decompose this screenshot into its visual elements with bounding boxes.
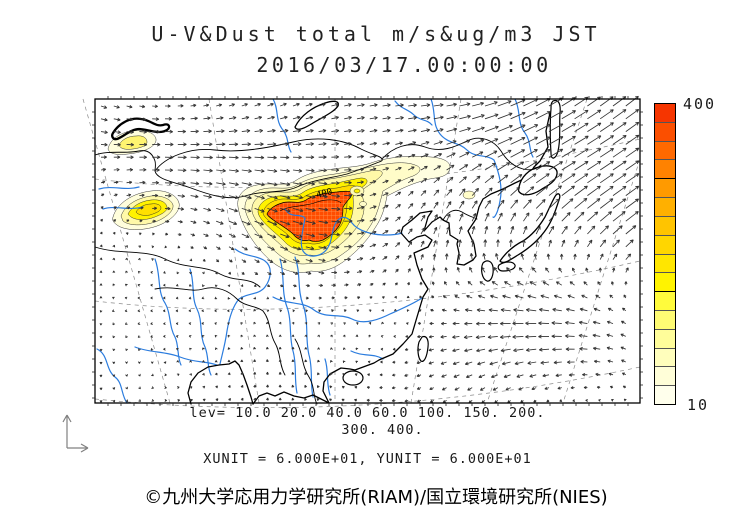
map-frame [92,96,643,406]
colorbar-segment [655,366,675,386]
contour-core-inner-line [279,199,342,212]
x-axis-arrow [67,443,89,453]
colorbar-segment [655,347,675,367]
border-korea [442,209,478,221]
island-taiwan [417,335,429,362]
border-mongolia [154,138,383,199]
border-himalaya1 [94,246,261,288]
coast-indochina [252,391,330,405]
colorbar-segment [655,328,675,348]
river-sw1 [154,258,182,366]
river-sw2 [189,268,212,376]
small-ring-core [353,188,361,194]
colorbar-segment [655,178,675,198]
river-yellow [284,208,403,257]
colorbar-max-label: 400 [683,95,717,113]
river-amur [430,98,502,218]
river-amur2 [394,100,433,126]
border-burma [262,310,286,376]
colorbar-segment [655,104,675,122]
lake-baikal [294,100,340,130]
colorbar-segment [655,272,675,292]
river-ne [514,98,534,158]
river-brahmaputra [219,248,271,365]
island-hokkaido [517,165,558,196]
river-tarim1 [98,186,140,190]
colorbar-segment [655,197,675,216]
river-salween [279,258,298,394]
colorbar [654,103,676,405]
colorbar-segment [655,159,675,179]
contour-core [266,190,353,242]
wind-vectors [99,95,640,404]
border-west [94,150,156,172]
border-himalaya2 [154,287,264,312]
island-hainan [342,370,364,386]
colorbar-segment [655,234,675,254]
contour-label-400: 400 [315,187,333,201]
island-shikoku [497,261,516,272]
colorbar-segment [655,309,675,329]
colorbar-min-label: 10 [687,396,710,414]
colorbar-segment [655,215,675,235]
y-axis-arrow [62,414,72,448]
map-panel: 400 [82,95,643,409]
river-tarim2 [102,206,144,210]
colorbar-segment [655,253,675,273]
contour-levels-line1: lev= 10.0 20.0 40.0 60.0 100. 150. 200. [189,405,546,421]
river-sw3 [96,348,128,404]
river-yangtze [272,296,423,323]
units-line: XUNIT = 6.000E+01, YUNIT = 6.000E+01 [203,451,532,467]
copyright: ©九州大学応用力学研究所(RIAM)/国立環境研究所(NIES) [144,487,608,508]
tiny-blob [462,190,476,200]
plot-title: U-V&Dust total m/s&ug/m3 JST [151,22,601,46]
river-mekong [294,256,314,398]
blob3-inner [118,135,148,150]
river-selenga [272,98,292,153]
border-thai [294,338,318,405]
island-kyushu [481,260,494,282]
rivers [96,98,534,404]
colorbar-segment [655,121,675,141]
river-ganges [134,346,218,366]
colorbar-segment [655,140,675,160]
colorbar-segment [655,385,675,404]
colorbar-segment [655,291,675,310]
plot-timestamp: 2016/03/17.00:00:00 [256,53,552,77]
coast-mainland [322,112,551,404]
axis-arrows-legend [62,414,89,453]
tiny-blob2 [359,201,367,207]
contour-levels-line2: 300. 400. [341,422,424,438]
island-sakhalin [549,99,561,159]
river-xi [350,350,384,360]
coast-bengal [187,360,254,405]
island-honshu [499,193,561,264]
map-canvas: 400 [82,95,643,409]
